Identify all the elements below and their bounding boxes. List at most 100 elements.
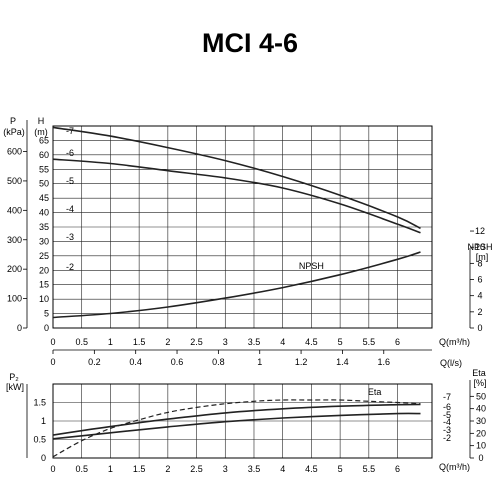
curve-side-label: -2 — [66, 262, 74, 272]
power-curve — [52, 412, 421, 440]
x-tick-label: 4 — [280, 464, 285, 474]
chart-title: MCI 4-6 — [201, 28, 299, 58]
head-curve — [52, 126, 421, 230]
curve-side-label: -4 — [66, 204, 74, 214]
y-tick-label-h: 30 — [39, 236, 49, 246]
x-tick-label: 3.5 — [248, 464, 261, 474]
x-tick-label: 0 — [50, 464, 55, 474]
x-tick-label: 5.5 — [363, 464, 376, 474]
x2-tick-label: 0 — [50, 357, 55, 367]
x2-tick-label: 1.6 — [378, 357, 391, 367]
npsh-tick-label: 0 — [477, 323, 482, 333]
y-tick-label-h: 45 — [39, 193, 49, 203]
y-tick-label-h: 5 — [44, 309, 49, 319]
y-tick-label-p: 300 — [7, 235, 22, 245]
npsh-tick-label: 2 — [477, 307, 482, 317]
npsh-tick-label: 12 — [475, 226, 485, 236]
x-tick-label: 1 — [108, 464, 113, 474]
x-tick-label: 4.5 — [305, 337, 318, 347]
power-curve — [52, 403, 421, 436]
npsh-curve-label: NPSH — [299, 261, 324, 271]
plot-frame-bottom — [52, 383, 433, 459]
x-tick-label: 1.5 — [133, 464, 146, 474]
x-tick-label: 0 — [50, 337, 55, 347]
curve-side-label: -5 — [443, 410, 451, 420]
x-tick-label: 5 — [338, 464, 343, 474]
h-axis-unit: (m) — [34, 127, 48, 137]
x-tick-label: 3 — [223, 337, 228, 347]
eta-tick-label: 30 — [476, 416, 486, 426]
y-tick-label-h: 60 — [39, 150, 49, 160]
x-tick-label: 2.5 — [190, 464, 203, 474]
eta-tick-label: 10 — [476, 441, 486, 451]
npsh-axis-unit: [m] — [476, 252, 489, 262]
y-tick-label-h: 40 — [39, 208, 49, 218]
x-tick-label: 2.5 — [190, 337, 203, 347]
y-tick-label-h: 35 — [39, 222, 49, 232]
y-tick-label-p2: 0.5 — [33, 435, 46, 445]
npsh-curve — [52, 251, 421, 319]
x-tick-label: 4.5 — [305, 464, 318, 474]
x2-tick-label: 0.2 — [88, 357, 101, 367]
x-tick-label: 6 — [395, 337, 400, 347]
x2-axis-label: Q(l/s) — [440, 358, 462, 368]
x-tick-label: 5 — [338, 337, 343, 347]
x-tick-label: 0.5 — [75, 464, 88, 474]
y-tick-label-p: 200 — [7, 264, 22, 274]
y-tick-label-h: 20 — [39, 265, 49, 275]
curve-side-label: -5 — [66, 176, 74, 186]
curve-side-label: -7 — [66, 126, 74, 136]
y-tick-label-p: 0 — [17, 323, 22, 333]
curve-side-label: -6 — [66, 148, 74, 158]
h-axis-label: H — [38, 116, 45, 126]
npsh-tick-label: 6 — [477, 275, 482, 285]
y-tick-label-h: 55 — [39, 164, 49, 174]
curve-side-label: -2 — [443, 433, 451, 443]
eta-tick-label: 20 — [476, 428, 486, 438]
y-tick-label-p: 600 — [7, 147, 22, 157]
x-tick-label: 1 — [108, 337, 113, 347]
x-tick-label: 3.5 — [248, 337, 261, 347]
head-curve — [52, 158, 421, 234]
y-tick-label-p: 500 — [7, 176, 22, 186]
x-tick-label: 4 — [280, 337, 285, 347]
x-tick-label: 2 — [165, 464, 170, 474]
x2-tick-label: 1 — [257, 357, 262, 367]
curve-side-label: -6 — [443, 402, 451, 412]
x-tick-label: 2 — [165, 337, 170, 347]
x-axis-label: Q(m³/h) — [439, 337, 470, 347]
y-tick-label-h: 50 — [39, 179, 49, 189]
npsh-tick-label: 8 — [477, 258, 482, 268]
y-tick-label-p: 400 — [7, 205, 22, 215]
eta-curve — [52, 399, 421, 458]
x-tick-label: 6 — [395, 464, 400, 474]
y-tick-label-h: 0 — [44, 323, 49, 333]
curve-side-label: -7 — [443, 392, 451, 402]
x2-tick-label: 0.6 — [171, 357, 184, 367]
curve-side-label: -3 — [66, 232, 74, 242]
eta-axis-unit: [%] — [473, 378, 486, 388]
p2-axis-label: P₂ — [9, 372, 19, 382]
x2-tick-label: 1.2 — [295, 357, 308, 367]
eta-curve-label: Eta — [368, 387, 382, 397]
eta-axis-label: Eta — [472, 368, 486, 378]
x-axis-label: Q(m³/h) — [439, 462, 470, 472]
eta-tick-label: 50 — [476, 391, 486, 401]
y-tick-label-p2: 0 — [41, 453, 46, 463]
x-tick-label: 3 — [223, 464, 228, 474]
y-tick-label-p: 100 — [7, 294, 22, 304]
npsh-tick-label: 4 — [477, 291, 482, 301]
y-tick-label-p2: 1 — [41, 416, 46, 426]
p-axis-unit: (kPa) — [3, 127, 25, 137]
x-tick-label: 1.5 — [133, 337, 146, 347]
y-tick-label-h: 65 — [39, 135, 49, 145]
p2-axis-unit: [kW] — [6, 382, 24, 392]
y-tick-label-h: 25 — [39, 251, 49, 261]
npsh-tick-label: 10 — [475, 242, 485, 252]
x2-tick-label: 0.4 — [129, 357, 142, 367]
plot-frame-top — [52, 125, 433, 329]
eta-tick-label: 0 — [478, 453, 483, 463]
p-axis-label: P — [10, 116, 16, 126]
curve-side-label: -4 — [443, 417, 451, 427]
